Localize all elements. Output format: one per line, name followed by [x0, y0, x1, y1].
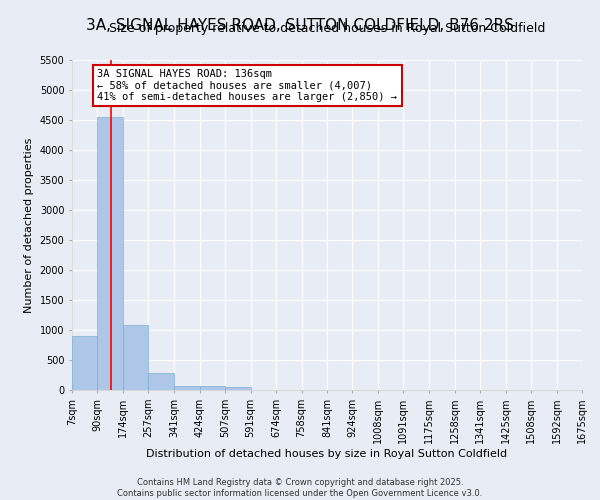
- Text: 3A, SIGNAL HAYES ROAD, SUTTON COLDFIELD, B76 2RS: 3A, SIGNAL HAYES ROAD, SUTTON COLDFIELD,…: [86, 18, 514, 32]
- Bar: [148, 372, 174, 390]
- Bar: [123, 325, 148, 390]
- Bar: [199, 386, 225, 390]
- Text: Contains HM Land Registry data © Crown copyright and database right 2025.
Contai: Contains HM Land Registry data © Crown c…: [118, 478, 482, 498]
- Bar: [225, 387, 251, 390]
- Bar: [97, 117, 123, 390]
- Text: 3A SIGNAL HAYES ROAD: 136sqm
← 58% of detached houses are smaller (4,007)
41% of: 3A SIGNAL HAYES ROAD: 136sqm ← 58% of de…: [97, 69, 397, 102]
- Title: Size of property relative to detached houses in Royal Sutton Coldfield: Size of property relative to detached ho…: [109, 22, 545, 35]
- Y-axis label: Number of detached properties: Number of detached properties: [24, 138, 34, 312]
- Bar: [72, 336, 97, 390]
- Bar: [174, 386, 199, 390]
- X-axis label: Distribution of detached houses by size in Royal Sutton Coldfield: Distribution of detached houses by size …: [146, 448, 508, 458]
